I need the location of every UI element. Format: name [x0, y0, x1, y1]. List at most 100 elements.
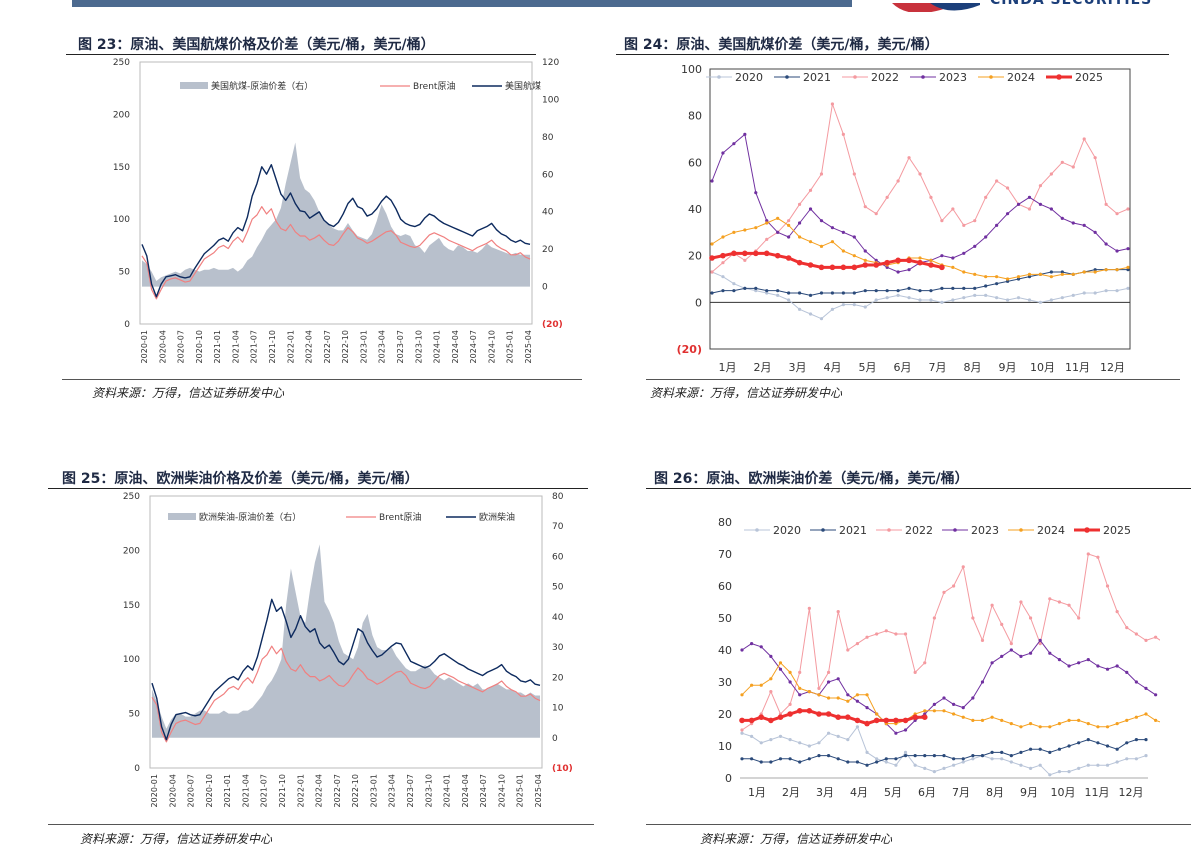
series-point-2020	[754, 289, 758, 293]
series-point-2023	[1028, 651, 1033, 655]
series-point-2023	[1009, 648, 1013, 652]
series-point-2020	[852, 303, 856, 307]
chart-title-23: 图 23：原油、美国航煤价格及价差（美元/桶，美元/桶）	[78, 37, 435, 53]
x-tick-label: 8月	[964, 361, 982, 374]
series-point-2020	[1016, 296, 1021, 300]
x-tick-label: 2020-10	[205, 774, 214, 807]
series-point-2025	[768, 717, 774, 724]
series-point-2021	[990, 750, 994, 754]
x-tick-label: 12月	[1119, 786, 1144, 799]
series-point-2024	[1005, 277, 1010, 281]
series-point-2023	[1096, 664, 1100, 668]
series-point-2022	[841, 132, 845, 136]
series-point-2025	[873, 717, 880, 724]
series-point-2021	[984, 284, 988, 288]
series-point-2022	[819, 172, 824, 176]
series-point-2021	[995, 282, 999, 286]
series-point-2022	[846, 648, 850, 652]
series-point-2021	[865, 763, 869, 767]
series-point-2023	[1154, 693, 1158, 697]
y-right-tick-label: 0	[542, 283, 548, 293]
chart-24: 100 80 60 40 20 0 (20) 1月 2月 3月 4月 5月 6月 7月 8月 9月 10月 11月…	[677, 63, 1131, 374]
series-point-2024	[798, 686, 802, 690]
series-point-2020	[1060, 296, 1064, 300]
series-point-2023	[984, 235, 988, 239]
series-point-2022	[826, 670, 831, 674]
chart-title-25: 图 25：原油、欧洲柴油价格及价差（美元/桶，美元/桶）	[62, 471, 419, 487]
series-point-2020	[797, 307, 802, 311]
series-point-2024	[1082, 270, 1086, 274]
series-point-2025	[840, 264, 847, 271]
series-point-2023	[903, 728, 908, 732]
series-point-2021	[817, 754, 821, 758]
x-tick-label: 2024-07	[469, 330, 478, 363]
y-left-tick-label: 250	[123, 492, 140, 502]
source-rule	[62, 379, 582, 380]
series-point-2022	[798, 670, 802, 674]
series-point-2023	[863, 249, 867, 253]
series-point-2024	[865, 693, 869, 697]
series-point-2023	[721, 151, 725, 155]
series-point-2023	[1005, 212, 1010, 216]
series-point-2025	[893, 717, 899, 724]
series-point-2022	[1027, 207, 1032, 211]
series-point-2023	[836, 677, 840, 681]
x-tick-label: 2024-04	[461, 774, 470, 807]
series-point-2024	[863, 258, 867, 262]
series-point-2024	[721, 235, 725, 239]
series-point-2021	[1000, 750, 1004, 754]
series-point-2024	[819, 244, 824, 248]
series-point-2023	[732, 142, 736, 146]
series-point-2025	[835, 714, 841, 720]
series-point-2020	[826, 731, 831, 735]
series-point-2021	[788, 757, 792, 761]
series-point-2024	[1096, 725, 1100, 729]
x-tick-label: 2023-01	[359, 330, 368, 363]
series-point-2022	[1086, 552, 1090, 556]
x-tick-label: 10月	[1051, 786, 1076, 799]
series-point-2021	[807, 757, 811, 761]
series-point-2024	[995, 275, 999, 279]
series-point-2022	[971, 616, 975, 620]
chart-25: 25020015010050080706050403020100(10)2020…	[123, 492, 573, 807]
series-point-2021	[830, 291, 835, 295]
series-point-2024	[788, 670, 792, 674]
series-point-2020	[951, 298, 955, 302]
series-point-2020	[1019, 763, 1023, 767]
series-point-2022	[787, 219, 791, 223]
series-point-2022	[951, 207, 955, 211]
series-point-2021	[1028, 747, 1033, 751]
series-point-2024	[1154, 718, 1158, 722]
series-point-2025	[787, 711, 793, 717]
series-point-2024	[1049, 275, 1053, 279]
series-point-2021	[1115, 747, 1119, 751]
x-tick-label: 2025-01	[516, 774, 525, 807]
series-point-2020	[1057, 770, 1062, 774]
series-point-2023	[750, 642, 754, 646]
series-point-2024	[778, 661, 783, 665]
series-point-2023	[1060, 216, 1064, 220]
series-point-2023	[1115, 664, 1119, 668]
series-point-2024	[1115, 722, 1119, 726]
series-point-2024	[980, 718, 985, 722]
legend-marker-2023	[953, 528, 957, 532]
series-point-2021	[732, 289, 736, 293]
series-point-2023	[962, 251, 966, 255]
series-point-2025	[785, 255, 792, 261]
series-point-2021	[1125, 741, 1129, 745]
series-point-2020	[841, 303, 845, 307]
series-point-2025	[825, 711, 832, 717]
series-point-2024	[797, 235, 802, 239]
series-point-2023	[1134, 680, 1138, 684]
legend-label: 2022	[871, 71, 899, 84]
series-point-2022	[1144, 638, 1148, 642]
spread-area	[152, 544, 540, 738]
series-point-2020	[1115, 289, 1119, 293]
series-point-2023	[740, 648, 744, 652]
series-point-2022	[721, 261, 725, 265]
series-point-2024	[710, 242, 714, 246]
series-point-2022	[769, 690, 773, 694]
series-point-2025	[806, 708, 813, 714]
series-point-2022	[1067, 603, 1071, 607]
series-point-2021	[778, 757, 783, 761]
